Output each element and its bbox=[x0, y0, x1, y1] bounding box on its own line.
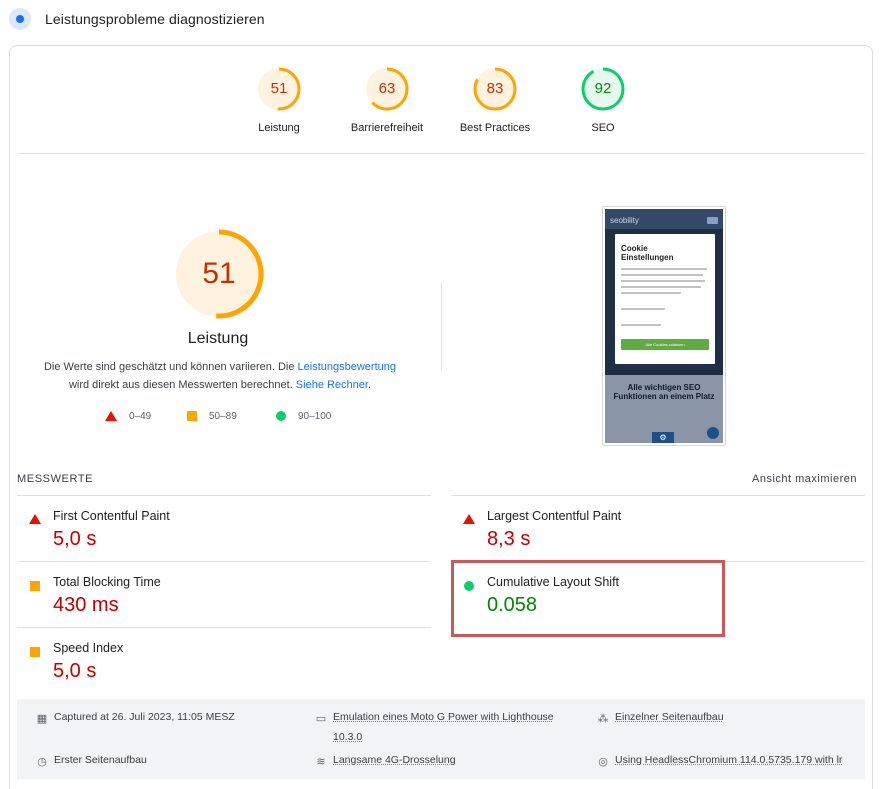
report-card: 51 Leistung 63 Barrierefreiheit 83 bbox=[9, 45, 873, 789]
menu-icon bbox=[707, 217, 718, 224]
gauge-label: SEO bbox=[591, 122, 615, 134]
divider bbox=[17, 495, 431, 496]
metric-value: 0.058 bbox=[487, 594, 538, 616]
section-title: Leistungsprobleme diagnostizieren bbox=[45, 11, 265, 27]
performance-description: Die Werte sind geschätzt und können vari… bbox=[30, 358, 410, 394]
cookie-modal: Cookie Einstellungen Alle Cookies zulass… bbox=[615, 234, 715, 364]
square-icon bbox=[187, 411, 197, 422]
legend-label: 0–49 bbox=[129, 411, 152, 422]
first-load-info: ◷ Erster Seitenaufbau bbox=[36, 750, 147, 770]
wifi-icon: ≋ bbox=[316, 756, 326, 768]
info-text: Using HeadlessChromium 114.0.5735.179 wi… bbox=[615, 754, 843, 766]
chat-icon bbox=[707, 427, 719, 439]
info-text: Erster Seitenaufbau bbox=[54, 754, 147, 766]
legend-pass: 90–100 bbox=[276, 411, 331, 422]
metric-value: 430 ms bbox=[53, 594, 119, 616]
gauge-label: Leistung bbox=[258, 122, 300, 134]
gauge-performance[interactable]: 51 Leistung bbox=[229, 66, 329, 134]
highlight-box bbox=[451, 560, 725, 637]
section-header: Leistungsprobleme diagnostizieren bbox=[0, 0, 880, 40]
desc-text: . bbox=[367, 379, 372, 391]
gauge-best-practices[interactable]: 83 Best Practices bbox=[445, 66, 545, 134]
legend-label: 50–89 bbox=[209, 411, 237, 422]
nodes-icon: ⁂ bbox=[597, 713, 609, 725]
legend-average: 50–89 bbox=[187, 411, 237, 422]
performance-title: Leistung bbox=[187, 330, 249, 347]
divider bbox=[17, 561, 431, 562]
gauge-label: Barrierefreiheit bbox=[350, 122, 424, 134]
performance-score: 51 bbox=[202, 257, 236, 290]
triangle-icon bbox=[105, 411, 117, 422]
gauge-accessibility[interactable]: 63 Barrierefreiheit bbox=[337, 66, 437, 134]
performance-gauge: 51 bbox=[173, 228, 265, 320]
browser-info[interactable]: ◎ Using HeadlessChromium 114.0.5735.179 w… bbox=[597, 750, 865, 770]
legend-label: 90–100 bbox=[298, 411, 332, 422]
metric-value: 5,0 s bbox=[53, 528, 97, 550]
pass-circle-icon bbox=[464, 581, 474, 591]
metric-name: Speed Index bbox=[53, 641, 124, 655]
metric-cls: Cumulative Layout Shift 0.058 bbox=[451, 562, 861, 628]
metric-lcp: Largest Contentful Paint 8,3 s bbox=[451, 496, 861, 562]
gauge-score: 51 bbox=[270, 80, 288, 97]
lighthouse-icon bbox=[9, 8, 31, 30]
single-load-info[interactable]: ⁂ Einzelner Seitenaufbau bbox=[597, 707, 724, 727]
metric-name: Largest Contentful Paint bbox=[487, 509, 622, 523]
metric-speed-index: Speed Index 5,0 s bbox=[17, 628, 427, 694]
gauge-score: 63 bbox=[378, 80, 396, 97]
expand-view-toggle[interactable]: Ansicht maximieren bbox=[752, 473, 857, 485]
gauge-seo[interactable]: 92 SEO bbox=[553, 66, 653, 134]
metric-fcp: First Contentful Paint 5,0 s bbox=[17, 496, 427, 562]
info-text: Einzelner Seitenaufbau bbox=[615, 711, 724, 723]
metric-name: Total Blocking Time bbox=[53, 575, 161, 589]
timer-icon: ◷ bbox=[37, 756, 47, 768]
calculator-link[interactable]: Siehe Rechner bbox=[295, 379, 368, 391]
fail-triangle-icon bbox=[29, 514, 41, 524]
calendar-icon: ▦ bbox=[36, 713, 48, 725]
metric-value: 5,0 s bbox=[53, 660, 97, 682]
info-text: 10.3.0 bbox=[333, 731, 363, 743]
gauge-label: Best Practices bbox=[459, 122, 531, 134]
divider bbox=[17, 627, 431, 628]
gauge-score: 83 bbox=[486, 80, 504, 97]
devices-icon: ▭ bbox=[315, 713, 327, 725]
metric-name: Cumulative Layout Shift bbox=[487, 575, 620, 589]
metric-tbt: Total Blocking Time 430 ms bbox=[17, 562, 427, 628]
modal-title: Cookie Einstellungen bbox=[621, 244, 674, 262]
vertical-divider bbox=[441, 282, 442, 370]
chrome-icon: ◎ bbox=[598, 756, 608, 768]
info-text: Emulation eines Moto G Power with Lighth… bbox=[333, 711, 554, 723]
gear-icon: ⚙ bbox=[652, 432, 674, 443]
average-square-icon bbox=[30, 647, 40, 657]
metric-name: First Contentful Paint bbox=[53, 509, 170, 523]
thumb-headline: Alle wichtigen SEO Funktionen an einem P… bbox=[613, 383, 715, 401]
fail-triangle-icon bbox=[463, 514, 475, 524]
emulation-info[interactable]: ▭ Emulation eines Moto G Power with Light… bbox=[315, 707, 554, 747]
metric-value: 8,3 s bbox=[487, 528, 531, 550]
legend-fail: 0–49 bbox=[105, 411, 151, 422]
desc-text: wird direkt aus diesen Messwerten berech… bbox=[68, 379, 296, 391]
page-screenshot[interactable]: seobility Cookie Einstellungen Alle Cook… bbox=[602, 206, 726, 446]
divider bbox=[17, 153, 865, 154]
runtime-info: ▦ Captured at 26. Juli 2023, 11:05 MESZ ▭… bbox=[17, 699, 865, 779]
desc-text: Die Werte sind geschätzt und können vari… bbox=[43, 361, 298, 373]
throttling-info[interactable]: ≋ Langsame 4G-Drosselung bbox=[315, 750, 456, 770]
gauge-score: 92 bbox=[594, 80, 612, 97]
circle-icon bbox=[276, 411, 286, 422]
info-text: Langsame 4G-Drosselung bbox=[333, 754, 456, 766]
category-gauges: 51 Leistung 63 Barrierefreiheit 83 bbox=[10, 46, 872, 153]
captured-info: ▦ Captured at 26. Juli 2023, 11:05 MESZ bbox=[36, 707, 235, 727]
scoring-link[interactable]: Leistungsbewertung bbox=[297, 361, 396, 373]
thumb-brand: seobility bbox=[610, 216, 639, 225]
accept-cookies-button: Alle Cookies zulassen bbox=[621, 339, 709, 350]
info-text: Captured at 26. Juli 2023, 11:05 MESZ bbox=[54, 711, 235, 723]
metrics-heading: MESSWERTE bbox=[17, 473, 94, 485]
average-square-icon bbox=[30, 581, 40, 591]
divider bbox=[451, 495, 865, 496]
